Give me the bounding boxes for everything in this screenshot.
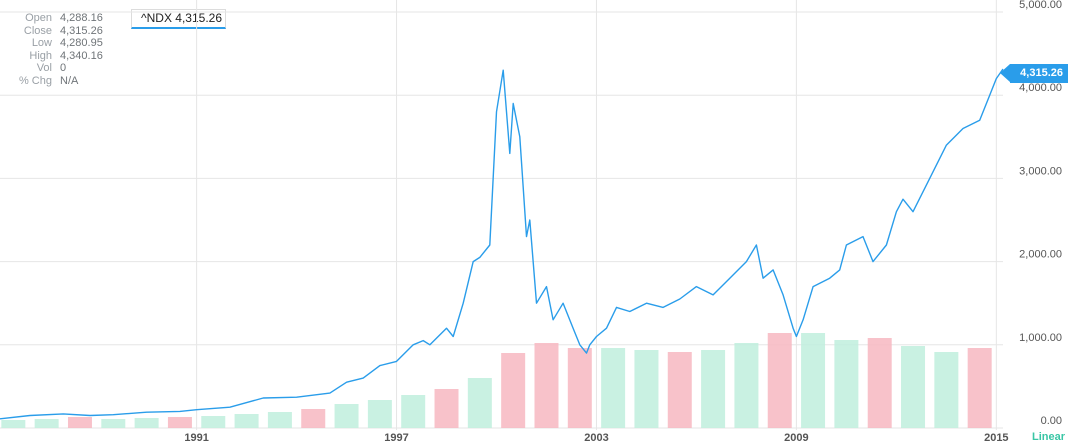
- x-tick-label: 1991: [184, 432, 208, 444]
- ohlc-chg-label: % Chg: [18, 74, 52, 87]
- volume-bar: [434, 389, 459, 428]
- volume-bar: [801, 333, 826, 428]
- ohlc-high-value: 4,340.16: [60, 49, 103, 62]
- ohlc-low-row: Low 4,280.95: [0, 37, 120, 50]
- volume-bar: [534, 343, 559, 428]
- ohlc-high-row: High 4,340.16: [0, 50, 120, 63]
- y-tick-label: 5,000.00: [1019, 0, 1062, 11]
- volume-bar: [767, 333, 792, 428]
- y-tick-label: 3,000.00: [1019, 165, 1062, 177]
- ohlc-chg-row: % Chg N/A: [0, 75, 120, 88]
- volume-bar: [734, 343, 759, 428]
- volume-bar: [401, 395, 426, 428]
- volume-bar: [334, 404, 359, 428]
- ohlc-panel: Open 4,288.16 Close 4,315.26 Low 4,280.9…: [0, 12, 120, 87]
- y-tick-label: 4,000.00: [1019, 82, 1062, 94]
- volume-bar: [267, 412, 292, 428]
- volume-bar: [867, 338, 892, 428]
- ohlc-vol-label: Vol: [36, 62, 52, 74]
- ohlc-close-row: Close 4,315.26: [0, 25, 120, 38]
- volume-bar: [701, 350, 726, 428]
- volume-bar: [601, 348, 626, 428]
- ohlc-low-label: Low: [31, 37, 52, 49]
- volume-bar: [34, 419, 59, 428]
- volume-bar: [234, 414, 259, 428]
- x-tick-label: 2015: [984, 432, 1008, 444]
- volume-bar: [201, 416, 226, 428]
- volume-bar: [501, 353, 526, 428]
- ohlc-open-label: Open: [25, 12, 52, 24]
- volume-bar: [967, 348, 992, 428]
- series-legend[interactable]: ^NDX 4,315.26: [131, 9, 226, 29]
- ohlc-chg-value: N/A: [60, 74, 79, 87]
- volume-bar: [667, 352, 692, 428]
- volume-bar: [901, 346, 926, 428]
- volume-bar: [167, 417, 192, 428]
- y-tick-label: 0.00: [1041, 415, 1062, 427]
- ohlc-close-value: 4,315.26: [60, 24, 103, 37]
- ohlc-high-label: High: [29, 49, 52, 62]
- ohlc-open-row: Open 4,288.16: [0, 12, 120, 25]
- y-tick-label: 2,000.00: [1019, 249, 1062, 261]
- volume-bar: [467, 378, 492, 428]
- volume-bar: [834, 340, 859, 428]
- volume-bar: [367, 400, 392, 428]
- x-tick-label: 2009: [784, 432, 808, 444]
- volume-bar: [67, 417, 92, 428]
- volume-bar: [134, 418, 159, 428]
- ohlc-close-label: Close: [23, 24, 52, 37]
- volume-bar: [1, 420, 26, 428]
- volume-bar: [567, 348, 592, 428]
- ohlc-vol-value: 0: [60, 62, 67, 74]
- y-tick-label: 1,000.00: [1019, 332, 1062, 344]
- x-tick-label: 2003: [584, 432, 608, 444]
- volume-bar: [934, 352, 959, 428]
- x-tick-label: 1997: [384, 432, 408, 444]
- ohlc-open-value: 4,288.16: [60, 12, 103, 24]
- volume-bar: [634, 350, 659, 428]
- volume-bar: [101, 419, 126, 428]
- volume-bar: [301, 409, 326, 428]
- ohlc-vol-row: Vol 0: [0, 62, 120, 75]
- scale-toggle-button[interactable]: Linear: [1032, 431, 1066, 443]
- current-price-tag: 4,315.26: [1000, 64, 1068, 83]
- price-series-line: [0, 68, 1004, 420]
- ohlc-low-value: 4,280.95: [60, 37, 103, 49]
